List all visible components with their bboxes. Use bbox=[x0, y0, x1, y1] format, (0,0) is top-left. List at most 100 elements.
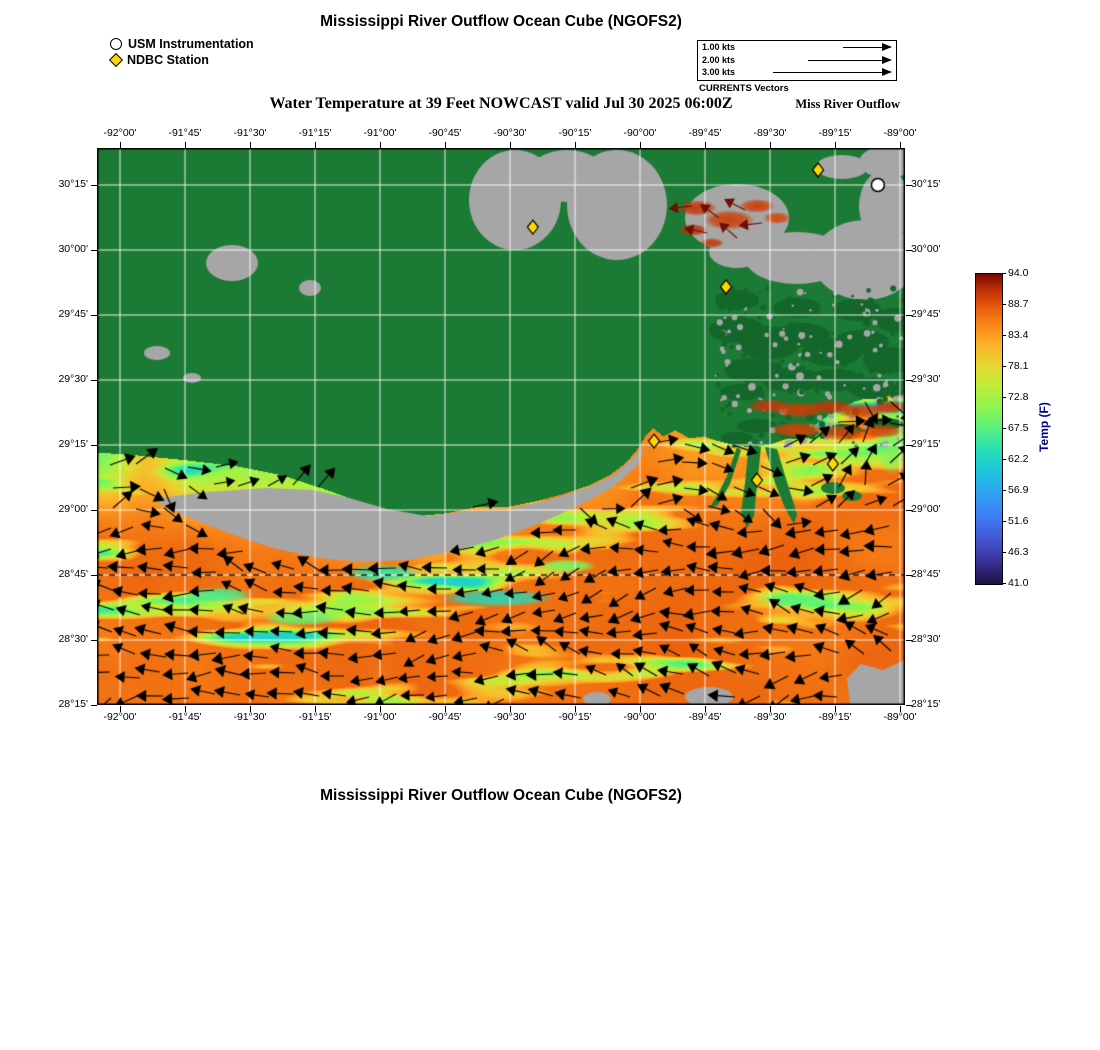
colorbar-tick-mark bbox=[1002, 582, 1006, 584]
x-tick-mark bbox=[834, 706, 836, 712]
region-label: Miss River Outflow bbox=[795, 97, 900, 111]
colorbar-tick-mark bbox=[1002, 458, 1006, 460]
vector-arrow-head-icon bbox=[882, 68, 892, 76]
vector-arrow-tail bbox=[773, 72, 883, 73]
colorbar-tick-mark bbox=[1002, 396, 1006, 398]
x-tick-label: -91°30' bbox=[233, 711, 267, 723]
x-tick-mark bbox=[899, 142, 901, 148]
x-tick-label: -90°30' bbox=[493, 711, 527, 723]
y-tick-mark bbox=[91, 184, 97, 186]
y-tick-label: 29°00' bbox=[58, 503, 88, 515]
y-tick-label: 28°30' bbox=[911, 633, 941, 645]
vector-scale-box: 1.00 kts 2.00 kts 3.00 kts bbox=[697, 40, 897, 81]
x-tick-mark bbox=[834, 142, 836, 148]
colorbar-tick-label: 94.0 bbox=[1008, 267, 1029, 279]
x-tick-label: -91°15' bbox=[298, 127, 332, 139]
y-tick-label: 29°30' bbox=[911, 373, 941, 385]
x-tick-mark bbox=[184, 706, 186, 712]
y-tick-mark bbox=[91, 574, 97, 576]
marker-legend: USM Instrumentation NDBC Station bbox=[108, 36, 254, 68]
x-tick-label: -92°00' bbox=[103, 711, 137, 723]
vector-scale-row: 3.00 kts bbox=[698, 66, 896, 79]
colorbar-tick-label: 62.2 bbox=[1008, 453, 1029, 465]
colorbar-tick-label: 83.4 bbox=[1008, 329, 1029, 341]
x-tick-mark bbox=[379, 706, 381, 712]
colorbar-tick-mark bbox=[1002, 334, 1006, 336]
x-tick-mark bbox=[379, 142, 381, 148]
vector-scale-label: 3.00 kts bbox=[702, 67, 736, 77]
vector-scale-label: 2.00 kts bbox=[702, 54, 736, 65]
x-tick-mark bbox=[314, 706, 316, 712]
x-tick-label: -90°00' bbox=[623, 711, 657, 723]
y-tick-mark bbox=[91, 249, 97, 251]
y-tick-mark bbox=[91, 444, 97, 446]
y-tick-label: 29°00' bbox=[911, 503, 941, 515]
legend-item-label: NDBC Station bbox=[127, 53, 209, 67]
x-tick-mark bbox=[119, 706, 121, 712]
currents-vectors-caption: CURRENTS Vectors bbox=[699, 83, 789, 94]
y-tick-mark bbox=[91, 379, 97, 381]
bottom-title: Mississippi River Outflow Ocean Cube (NG… bbox=[320, 787, 682, 804]
vector-scale-label: 1.00 kts bbox=[702, 42, 736, 52]
colorbar-tick-label: 72.8 bbox=[1008, 391, 1029, 403]
colorbar-tick-label: 56.9 bbox=[1008, 484, 1029, 496]
vector-arrow-head-icon bbox=[882, 55, 892, 64]
colorbar-tick-label: 46.3 bbox=[1008, 546, 1029, 558]
y-tick-mark bbox=[91, 509, 97, 511]
colorbar-tick-mark bbox=[1002, 427, 1006, 429]
colorbar-tick-mark bbox=[1002, 520, 1006, 522]
colorbar-tick-label: 88.7 bbox=[1008, 298, 1029, 310]
colorbar-tick-mark bbox=[1002, 365, 1006, 367]
y-tick-label: 30°00' bbox=[911, 243, 941, 255]
y-tick-mark bbox=[906, 444, 912, 446]
x-tick-mark bbox=[249, 706, 251, 712]
y-tick-label: 29°45' bbox=[911, 308, 941, 320]
y-tick-label: 28°45' bbox=[58, 568, 88, 580]
vector-arrow-tail bbox=[808, 59, 883, 61]
y-tick-label: 29°45' bbox=[58, 308, 88, 320]
y-tick-label: 30°15' bbox=[911, 178, 941, 190]
x-tick-label: -92°00' bbox=[103, 127, 137, 139]
x-tick-label: -91°45' bbox=[168, 127, 202, 139]
legend-item-label: USM Instrumentation bbox=[128, 37, 254, 51]
y-tick-label: 29°15' bbox=[58, 438, 88, 450]
y-tick-label: 28°15' bbox=[58, 698, 88, 710]
x-tick-label: -90°00' bbox=[623, 127, 657, 139]
x-tick-label: -91°30' bbox=[233, 127, 267, 139]
x-tick-label: -90°30' bbox=[493, 127, 527, 139]
x-tick-label: -90°45' bbox=[428, 711, 462, 723]
y-tick-mark bbox=[906, 509, 912, 511]
map-plot bbox=[97, 148, 905, 705]
y-tick-label: 28°45' bbox=[911, 568, 941, 580]
x-tick-label: -89°15' bbox=[818, 711, 852, 723]
x-tick-label: -89°00' bbox=[883, 127, 917, 139]
y-tick-label: 28°30' bbox=[58, 633, 88, 645]
colorbar-gradient bbox=[975, 273, 1003, 585]
x-tick-mark bbox=[119, 142, 121, 148]
y-tick-label: 30°00' bbox=[58, 243, 88, 255]
x-tick-mark bbox=[444, 706, 446, 712]
x-tick-mark bbox=[639, 706, 641, 712]
x-tick-mark bbox=[899, 706, 901, 712]
x-tick-mark bbox=[444, 142, 446, 148]
x-tick-label: -90°45' bbox=[428, 127, 462, 139]
ndbc-diamond-icon bbox=[108, 52, 124, 68]
y-tick-label: 28°15' bbox=[911, 698, 941, 710]
x-tick-mark bbox=[704, 706, 706, 712]
y-tick-mark bbox=[91, 639, 97, 641]
colorbar-tick-mark bbox=[1002, 272, 1006, 274]
x-tick-label: -89°45' bbox=[688, 127, 722, 139]
x-tick-mark bbox=[639, 142, 641, 148]
x-tick-mark bbox=[574, 142, 576, 148]
x-tick-label: -91°45' bbox=[168, 711, 202, 723]
y-tick-mark bbox=[906, 184, 912, 186]
vector-scale-row: 1.00 kts bbox=[698, 41, 896, 54]
colorbar-tick-label: 41.0 bbox=[1008, 577, 1029, 589]
x-tick-label: -91°15' bbox=[298, 711, 332, 723]
legend-item: NDBC Station bbox=[108, 52, 254, 68]
x-tick-mark bbox=[574, 706, 576, 712]
vector-arrow-tail bbox=[843, 47, 883, 48]
x-tick-label: -89°45' bbox=[688, 711, 722, 723]
colorbar-tick-label: 67.5 bbox=[1008, 422, 1029, 434]
